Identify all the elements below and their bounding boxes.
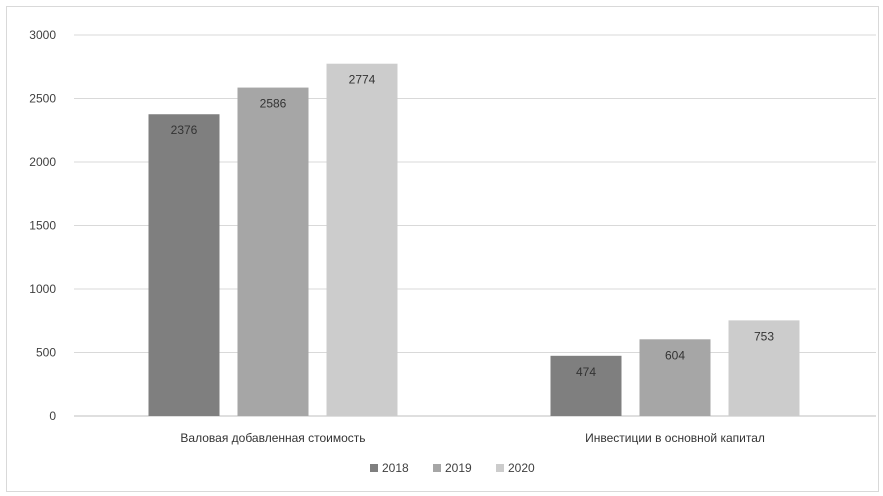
bar bbox=[550, 355, 622, 416]
data-labels: 2376 2586 2774 474 604 753 bbox=[171, 73, 775, 379]
data-label: 2586 bbox=[260, 97, 287, 111]
data-label: 2774 bbox=[349, 73, 376, 87]
bar bbox=[148, 114, 220, 417]
x-category-label: Инвестиции в основной капитал bbox=[585, 431, 765, 445]
y-tick-label: 0 bbox=[49, 409, 56, 423]
x-axis-categories: Валовая добавленная стоимость Инвестиции … bbox=[180, 431, 764, 445]
y-tick-label: 500 bbox=[36, 346, 56, 360]
bars bbox=[148, 63, 800, 417]
x-category-label: Валовая добавленная стоимость bbox=[180, 431, 365, 445]
y-tick-label: 3000 bbox=[29, 28, 56, 42]
legend: 2018 2019 2020 bbox=[370, 461, 535, 475]
bar bbox=[728, 320, 800, 416]
legend-swatch bbox=[496, 464, 504, 472]
bar bbox=[326, 63, 398, 417]
legend-swatch bbox=[433, 464, 441, 472]
y-tick-label: 1000 bbox=[29, 282, 56, 296]
y-tick-label: 2000 bbox=[29, 155, 56, 169]
data-label: 474 bbox=[576, 365, 596, 379]
data-label: 604 bbox=[665, 348, 685, 362]
y-axis-ticks: 0 500 1000 1500 2000 2500 3000 bbox=[29, 28, 56, 423]
legend-label: 2020 bbox=[508, 461, 535, 475]
legend-label: 2018 bbox=[382, 461, 409, 475]
legend-swatch bbox=[370, 464, 378, 472]
bar bbox=[237, 87, 309, 416]
bar bbox=[639, 339, 711, 416]
data-label: 753 bbox=[754, 329, 774, 343]
y-tick-label: 2500 bbox=[29, 92, 56, 106]
y-tick-label: 1500 bbox=[29, 219, 56, 233]
data-label: 2376 bbox=[171, 123, 198, 137]
legend-label: 2019 bbox=[445, 461, 472, 475]
